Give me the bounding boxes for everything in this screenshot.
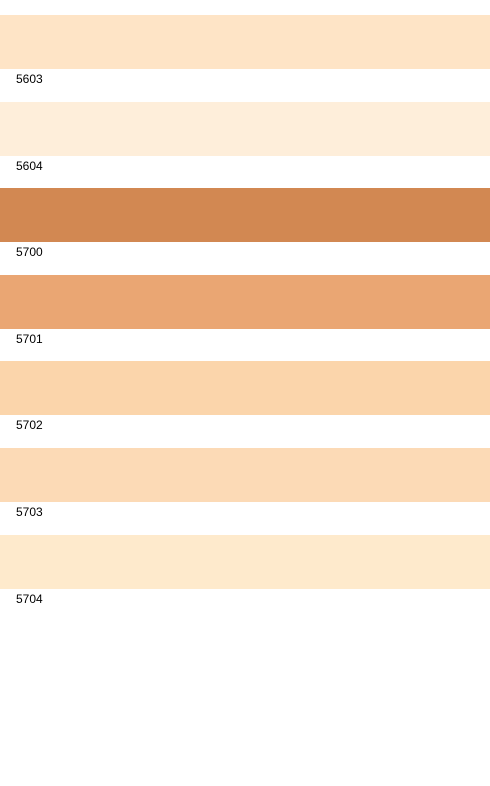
swatch-item[interactable]: 5701: [0, 274, 490, 362]
color-swatch[interactable]: [0, 534, 490, 589]
swatch-item[interactable]: 5700: [0, 188, 490, 275]
swatch-item[interactable]: 5704: [0, 534, 490, 622]
swatch-item[interactable]: 5603: [0, 15, 490, 102]
color-swatch[interactable]: [0, 447, 490, 502]
swatch-code-label: 5700: [16, 245, 43, 260]
color-swatch[interactable]: [0, 101, 490, 156]
swatch-item[interactable]: 5604: [0, 101, 490, 189]
swatch-code-label: 5704: [16, 591, 43, 606]
color-swatch[interactable]: [0, 274, 490, 329]
swatch-code-label: 5703: [16, 504, 43, 519]
color-swatch[interactable]: [0, 188, 490, 243]
swatch-code-label: 5701: [16, 331, 43, 346]
swatch-item[interactable]: 5702: [0, 361, 490, 448]
swatch-code-label: 5603: [16, 72, 43, 86]
color-swatch[interactable]: [0, 361, 490, 416]
swatch-item[interactable]: 5703: [0, 447, 490, 535]
swatch-code-label: 5604: [16, 158, 43, 173]
swatch-list: 5603 5604 5700 5701 5702 5703 5704: [0, 15, 490, 621]
swatch-code-label: 5702: [16, 418, 43, 433]
color-swatch[interactable]: [0, 15, 490, 69]
